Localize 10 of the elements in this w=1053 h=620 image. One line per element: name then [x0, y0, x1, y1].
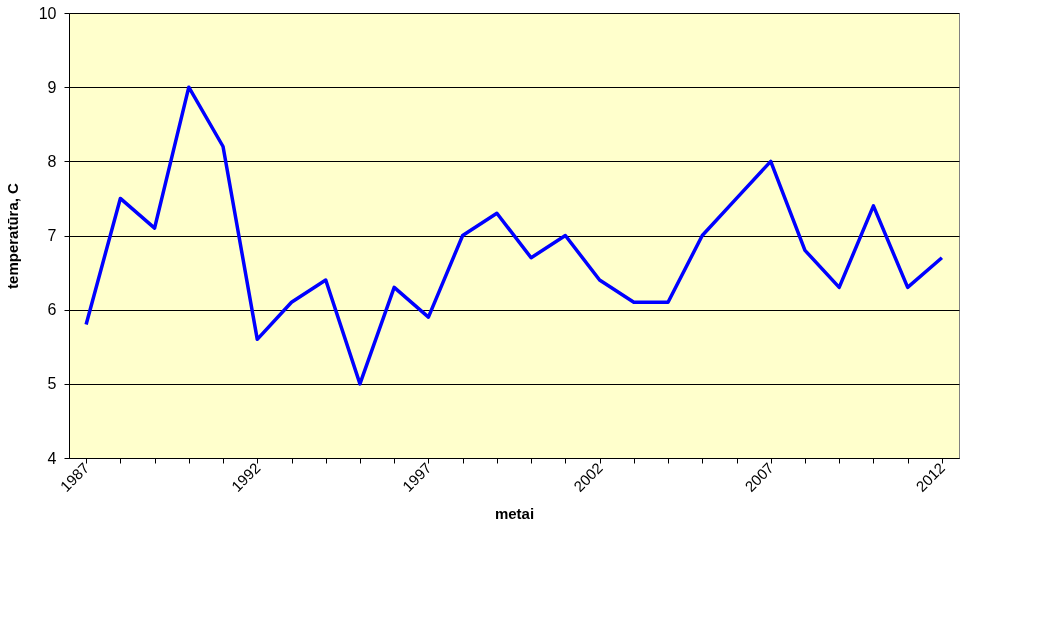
y-tick-label: 4: [47, 449, 57, 467]
y-tick-label: 8: [47, 152, 57, 170]
y-tick-label: 9: [47, 78, 57, 96]
line-series: [84, 85, 944, 386]
y-tick-label: 7: [47, 227, 57, 244]
x-axis-title: metai: [494, 504, 535, 522]
y-tick-label: 10: [38, 4, 57, 22]
y-axis-title: temperatūra, C: [3, 182, 21, 289]
y-tick-label: 5: [47, 375, 57, 393]
y-tick-label: 6: [47, 301, 57, 319]
